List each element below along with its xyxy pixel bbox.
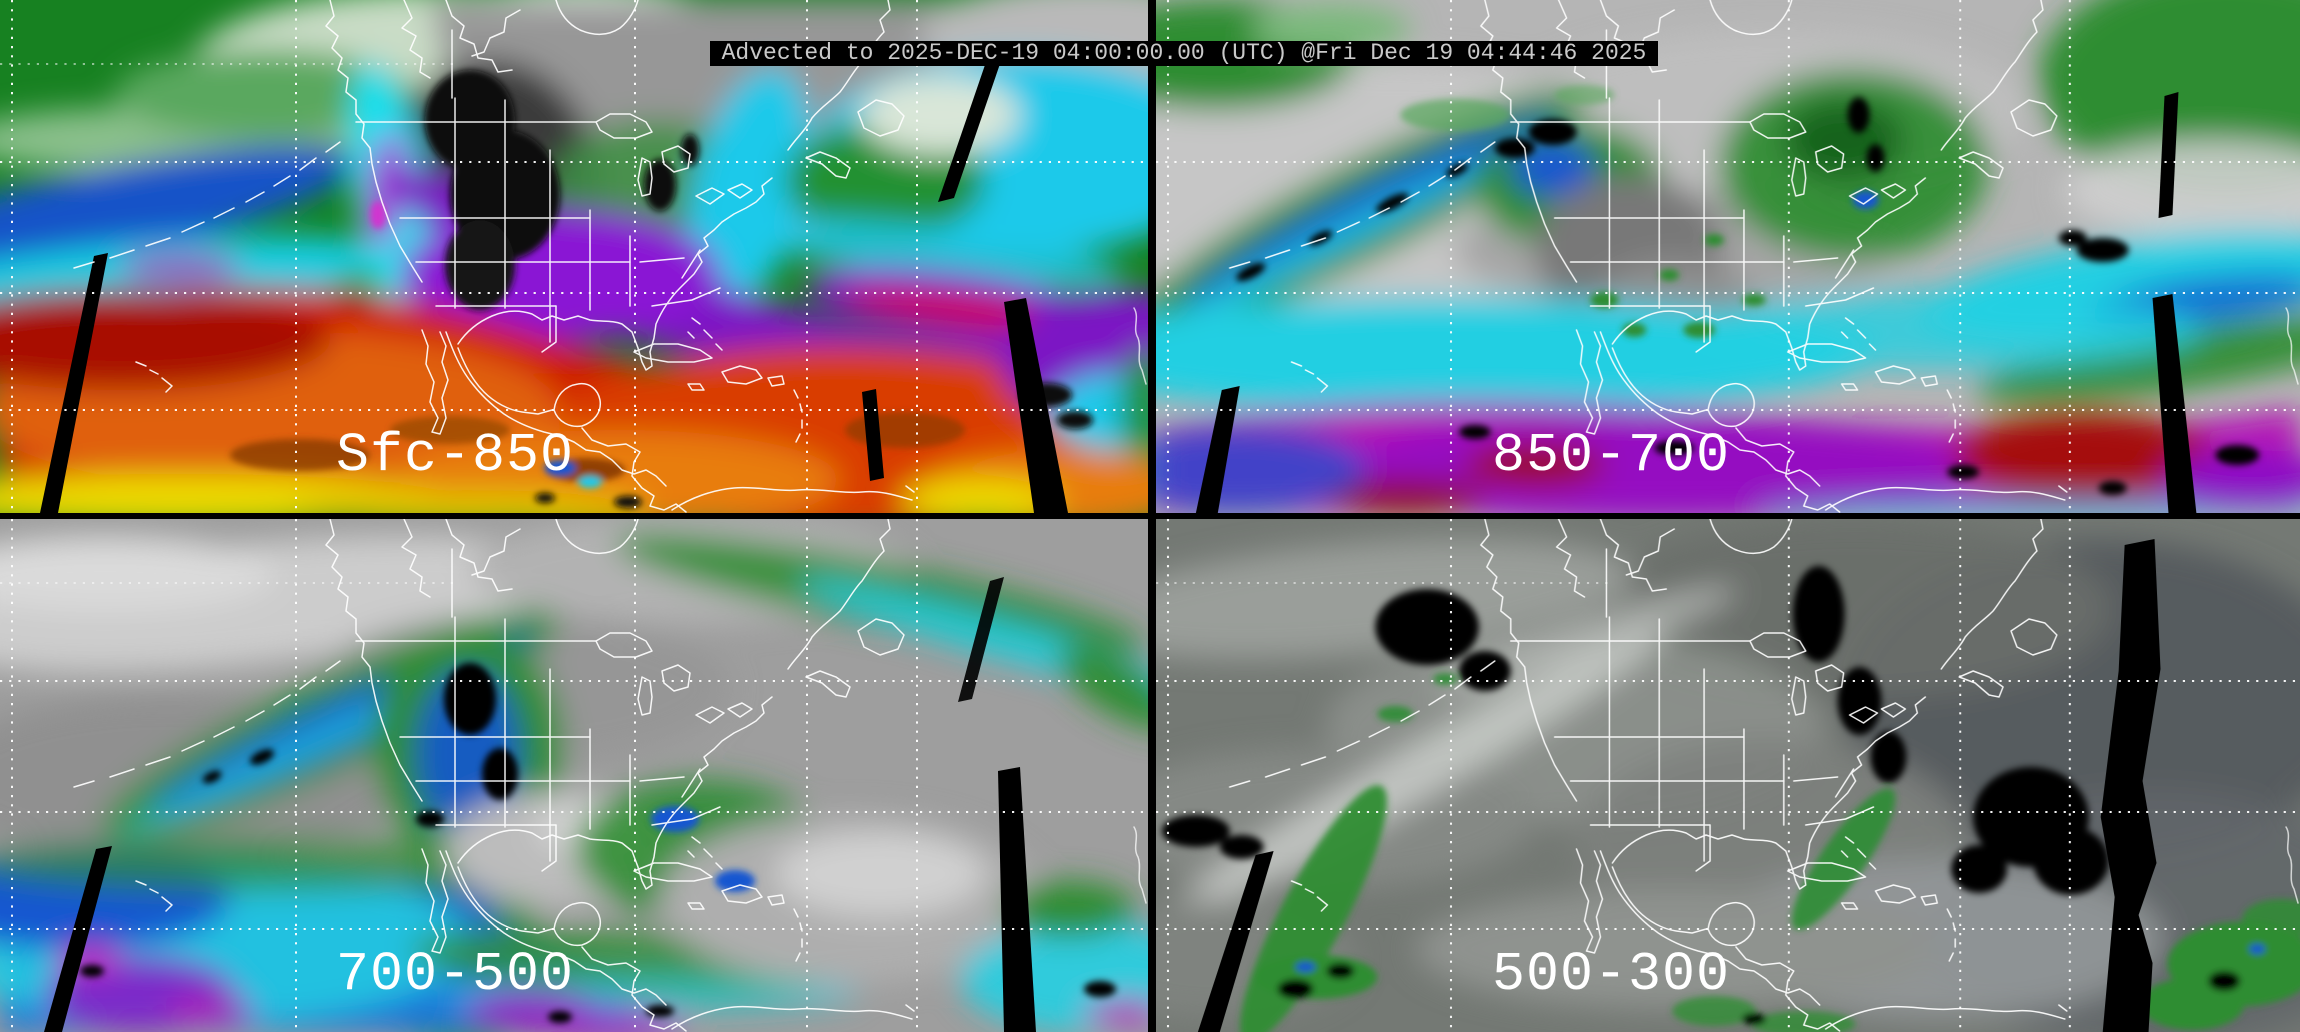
- satellite-image-850-700: [1156, 0, 2300, 513]
- satellite-image-500-300: [1156, 519, 2300, 1032]
- panel-label-500-300: 500-300: [1492, 943, 1731, 1006]
- panel-850-700: 850-700: [1156, 0, 2300, 513]
- timestamp-bar: Advected to 2025-DEC-19 04:00:00.00 (UTC…: [710, 41, 1658, 66]
- panel-500-300: 500-300: [1156, 519, 2300, 1032]
- panel-sfc-850: Sfc-850: [0, 0, 1148, 513]
- timestamp-text: Advected to 2025-DEC-19 04:00:00.00 (UTC…: [721, 40, 1647, 66]
- panel-700-500: 700-500: [0, 519, 1148, 1032]
- limb-data-gaps: [1195, 92, 2197, 513]
- panel-label-850-700: 850-700: [1492, 424, 1731, 487]
- detail-speckles: [80, 663, 1116, 1023]
- detail-speckles: [1236, 85, 2260, 495]
- limb-data-gaps: [44, 577, 1036, 1032]
- limb-data-gaps: [40, 58, 1068, 513]
- panel-label-sfc-850: Sfc-850: [336, 424, 575, 487]
- limb-data-gaps: [1197, 539, 2161, 1032]
- satellite-image-700-500: [0, 519, 1148, 1032]
- detail-speckles: [1161, 566, 2300, 1032]
- panel-label-700-500: 700-500: [336, 943, 575, 1006]
